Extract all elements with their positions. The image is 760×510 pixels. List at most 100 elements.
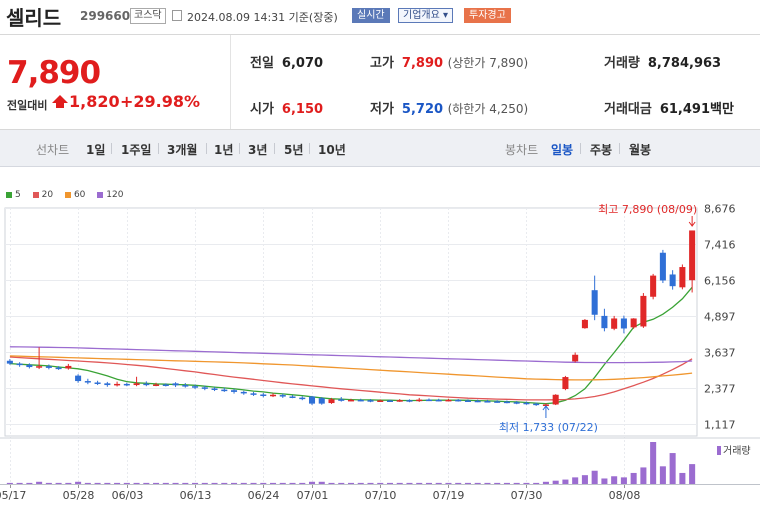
stock-header: 셀리드 299660 코스닥 2024.08.09 14:31 기준(장중) 실…	[0, 0, 760, 35]
volume-bar	[386, 482, 394, 484]
line-chart-label: 선차트	[36, 143, 70, 157]
low-price: 저가 5,720 (하한가 4,250)	[370, 102, 529, 117]
candle-body	[270, 394, 277, 397]
candle-body	[192, 386, 199, 388]
period-5y[interactable]: 5년	[284, 143, 304, 157]
candle-body	[406, 400, 413, 402]
candle-body	[279, 395, 286, 397]
candle-body	[201, 387, 208, 389]
volume-bar	[425, 482, 432, 484]
candle-body	[231, 390, 238, 392]
volume-bar	[201, 482, 208, 484]
ma20-line	[9, 356, 693, 401]
volume-bar	[162, 482, 169, 484]
volume-bar	[542, 481, 549, 484]
x-tick-label: 08/08	[609, 489, 641, 502]
stock-name: 셀리드	[6, 6, 62, 30]
candle-body	[16, 363, 23, 366]
period-1y[interactable]: 1년	[214, 143, 234, 157]
x-tick-label: 06/03	[112, 489, 144, 502]
x-tick-label: 05/28	[63, 489, 95, 502]
trade-amount: 거래대금 61,491백만	[604, 102, 734, 117]
candle-body	[260, 394, 267, 396]
candle-body	[659, 252, 666, 281]
volume-bar	[65, 482, 72, 484]
x-tick-label: 05/17	[0, 489, 26, 502]
up-arrow-icon	[52, 95, 68, 108]
legend-ma5: 5	[6, 190, 21, 200]
candle-body	[396, 400, 403, 402]
candle-body	[6, 360, 13, 364]
candle-body	[640, 295, 647, 327]
period-1w[interactable]: 1주일	[121, 143, 152, 157]
candle-body	[386, 400, 394, 402]
volume-bar	[211, 482, 218, 484]
candle-body	[435, 399, 442, 402]
candle-body	[581, 319, 588, 329]
volume-bar	[640, 467, 647, 484]
candle-body	[347, 399, 355, 402]
high-price: 고가 7,890 (상한가 7,890)	[370, 56, 529, 71]
candle-body	[620, 318, 627, 329]
investment-warning-badge[interactable]: 투자경고	[464, 8, 511, 23]
volume-bar	[416, 482, 423, 484]
period-1d[interactable]: 1일	[86, 143, 106, 157]
volume-bar	[133, 482, 140, 484]
volume-bar	[659, 466, 666, 484]
volume-bar	[464, 482, 471, 484]
candle-body	[425, 399, 432, 402]
candle-body	[299, 397, 306, 400]
period-weekly[interactable]: 주봉	[590, 143, 613, 157]
volume-bar	[75, 481, 82, 484]
candle-body	[114, 383, 121, 386]
candle-body	[84, 381, 91, 383]
period-daily[interactable]: 일봉	[551, 143, 574, 157]
candle-chart-label: 봉차트	[505, 143, 539, 157]
candle-body	[464, 400, 471, 402]
candle-body	[572, 354, 579, 362]
open-price: 시가 6,150	[250, 102, 324, 117]
candle-body	[308, 396, 316, 404]
volume-bar	[503, 482, 510, 484]
company-overview-dropdown[interactable]: 기업개요 ▾	[398, 8, 453, 23]
divider	[230, 35, 231, 129]
volume-bar	[16, 482, 23, 484]
candle-body	[289, 396, 296, 398]
candle-body	[36, 366, 43, 368]
candle-body	[153, 384, 160, 386]
candle-body	[45, 366, 52, 368]
period-3m[interactable]: 3개월	[167, 143, 198, 157]
volume-bar	[445, 482, 452, 484]
period-selector: 선차트 1일 1주일 3개월 1년 3년 5년 10년 봉차트 일봉 주봉 월봉	[0, 130, 760, 167]
volume-bar	[94, 482, 101, 484]
candle-body	[94, 382, 101, 384]
candle-body	[221, 389, 228, 392]
volume-bar	[338, 482, 345, 484]
y-tick-label: 1,117	[704, 419, 736, 432]
volume-bar	[270, 482, 277, 484]
y-tick-label: 3,637	[704, 347, 736, 360]
period-3y[interactable]: 3년	[248, 143, 268, 157]
candle-body	[143, 383, 150, 386]
candle-body	[562, 377, 569, 390]
candle-body	[445, 399, 452, 402]
volume-bar	[484, 482, 491, 484]
ma-legend: 5 20 60 120	[6, 190, 132, 200]
y-tick-label: 2,377	[704, 383, 736, 396]
x-tick-label: 07/10	[365, 489, 397, 502]
volume-bar	[601, 478, 608, 484]
volume-bar	[562, 479, 569, 484]
candle-body	[669, 274, 676, 287]
realtime-button[interactable]: 실시간	[352, 8, 390, 23]
period-monthly[interactable]: 월봉	[629, 143, 652, 157]
period-10y[interactable]: 10년	[318, 143, 346, 157]
volume-bar	[26, 482, 33, 484]
volume-bar	[192, 482, 199, 484]
price-plot-frame	[4, 207, 698, 437]
y-tick-label: 8,676	[704, 203, 736, 216]
volume-bar	[289, 482, 296, 484]
volume-bar	[45, 482, 52, 484]
volume-bar	[523, 482, 530, 484]
candle-body	[591, 290, 598, 315]
